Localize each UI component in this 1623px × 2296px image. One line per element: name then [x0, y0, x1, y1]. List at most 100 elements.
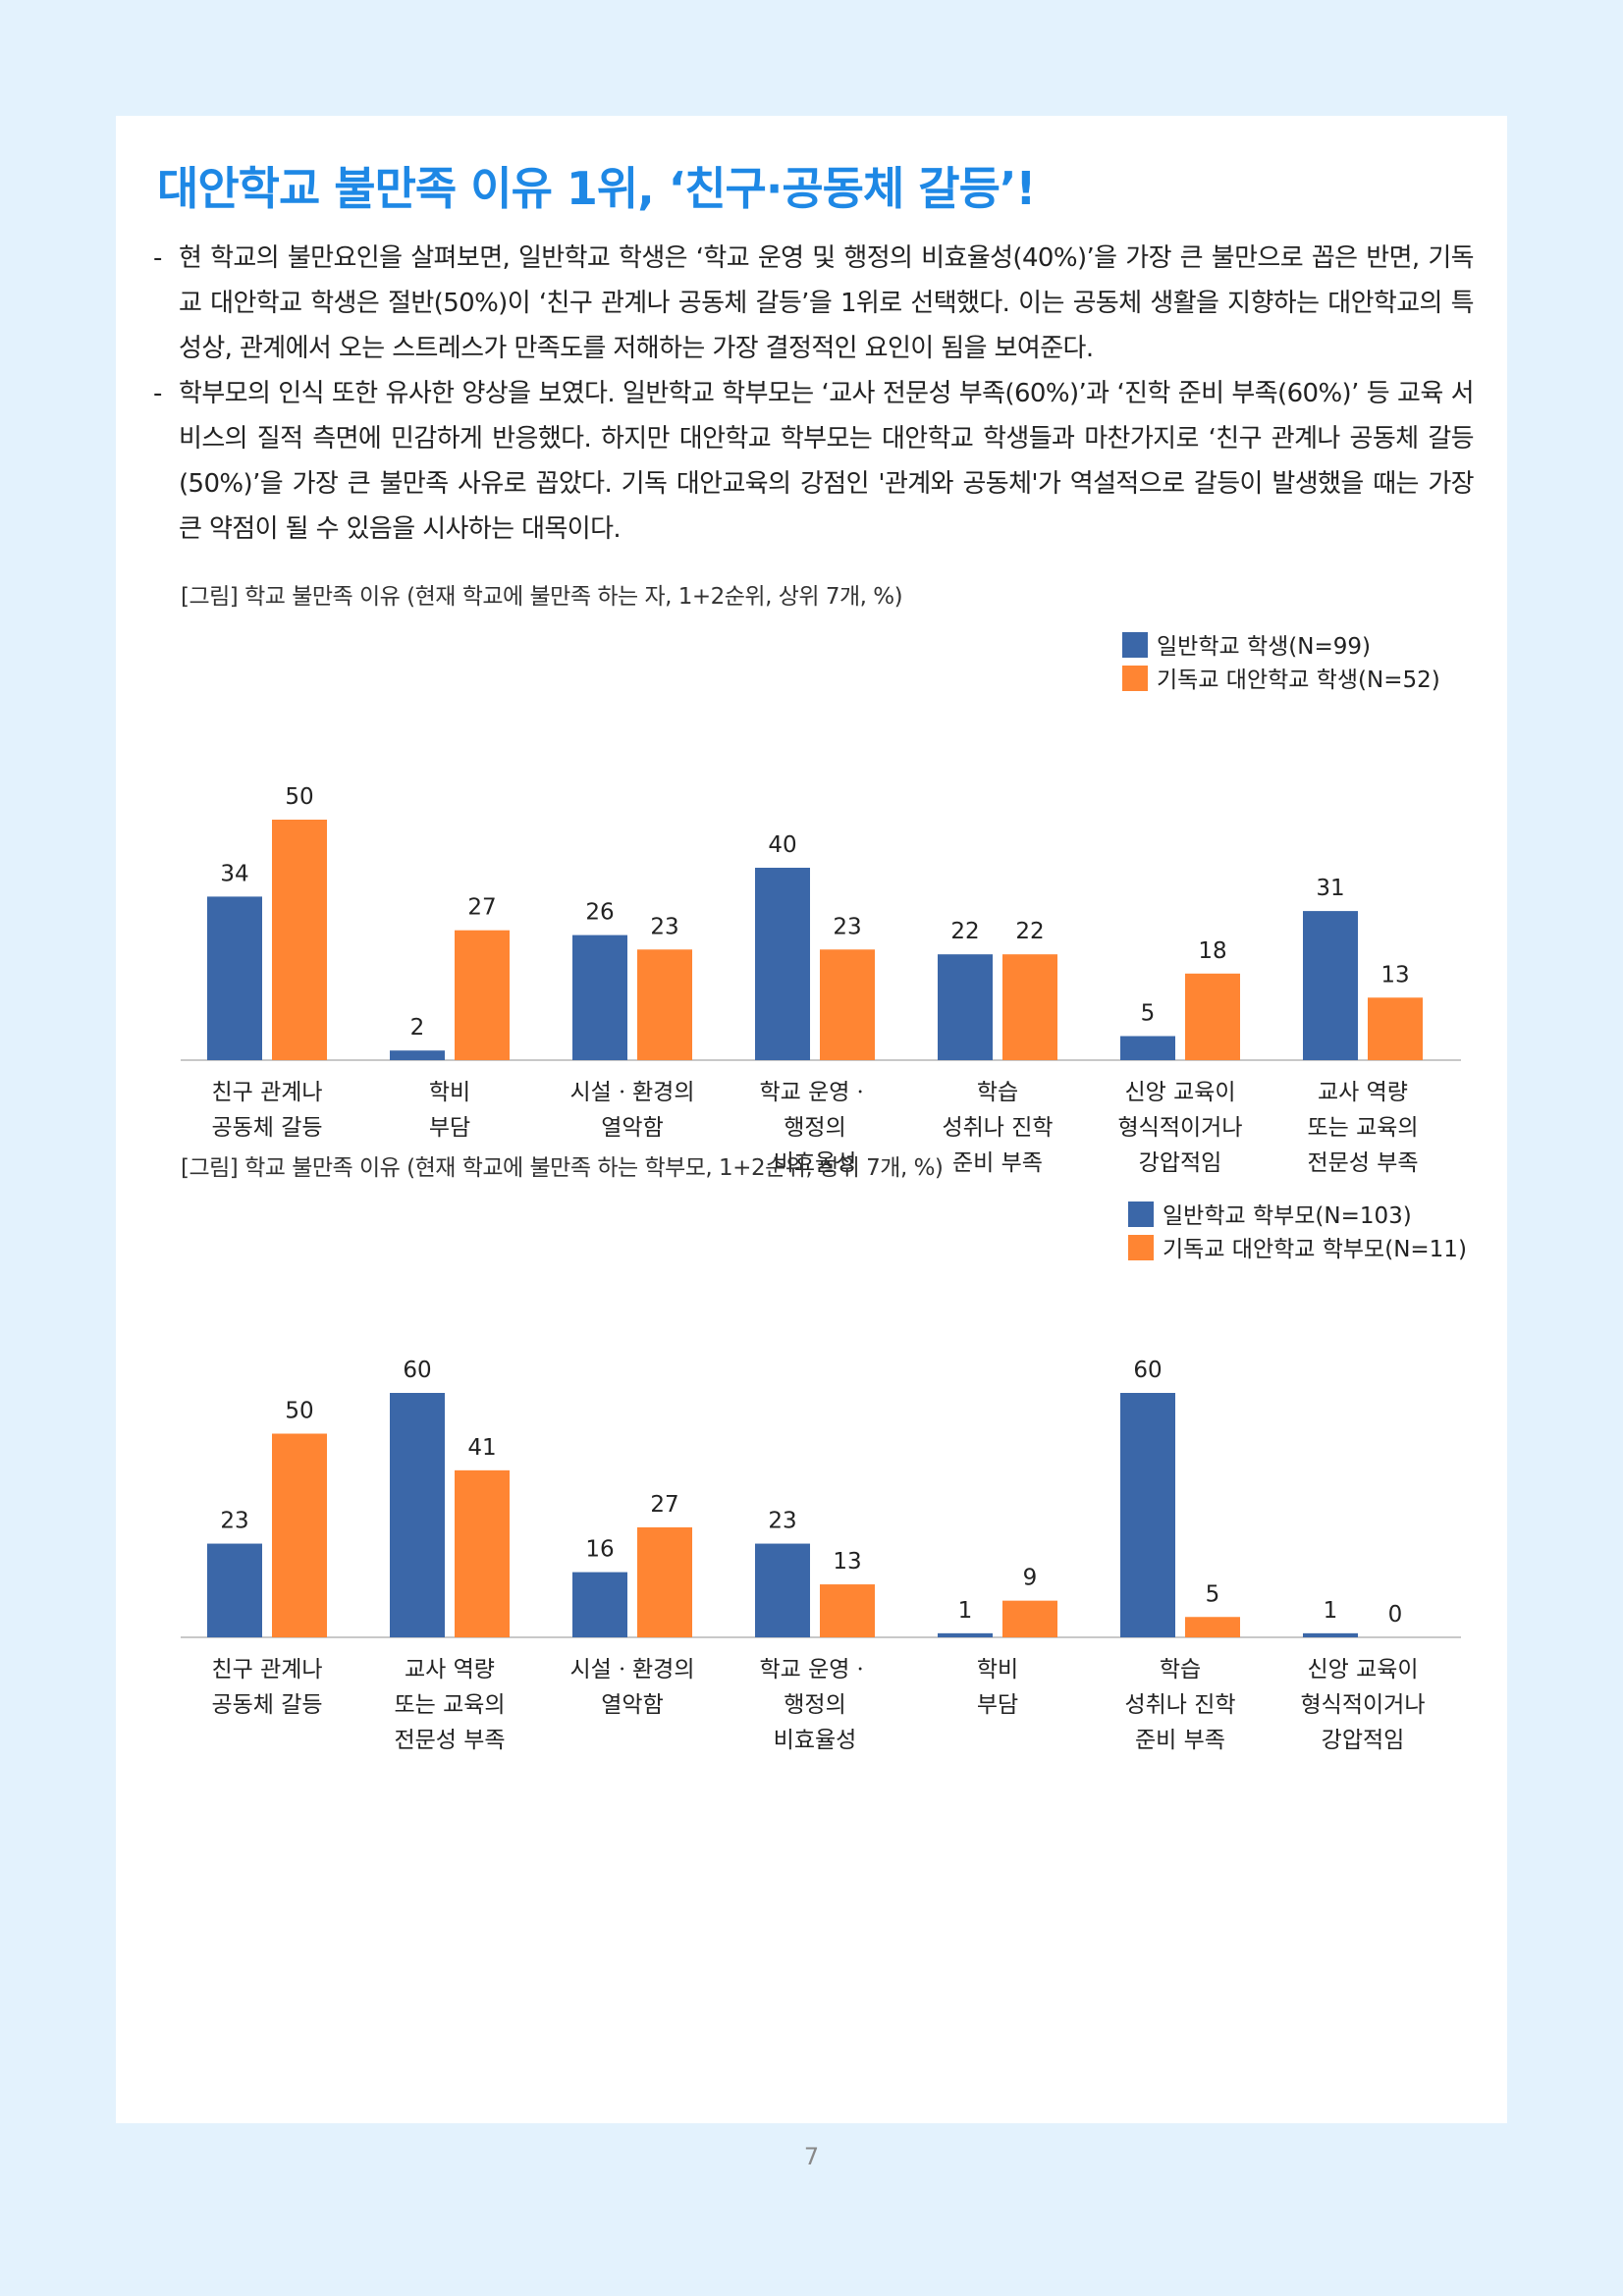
category-label-5: 학습 [977, 1080, 1018, 1105]
bar-6-series-1 [1120, 1036, 1175, 1060]
legend-label-2: 기독교 대안학교 학생(N=52) [1157, 667, 1440, 693]
data-label-6-series-2: 5 [1206, 1581, 1220, 1607]
category-label-6: 성취나 진학 [1124, 1692, 1235, 1718]
legend-swatch-2 [1128, 1235, 1154, 1260]
figure-caption-students: [그림] 학교 불만족 이유 (현재 학교에 불만족 하는 자, 1+2순위, … [181, 584, 903, 610]
legend-label-2: 기독교 대안학교 학부모(N=11) [1163, 1237, 1467, 1262]
legend-swatch-1 [1128, 1201, 1154, 1227]
category-label-4: 학교 운영ㆍ [759, 1080, 870, 1105]
bar-3-series-2 [637, 949, 692, 1060]
bar-5-series-1 [938, 954, 993, 1060]
paragraph-parents: - 학부모의 인식 또한 유사한 양상을 보였다. 일반학교 학부모는 ‘교사 … [153, 371, 1475, 552]
category-label-2: 교사 역량 [405, 1657, 495, 1682]
bar-5-series-1 [938, 1632, 993, 1637]
category-label-6: 형식적이거나 [1118, 1115, 1243, 1141]
bar-7-series-2 [1368, 997, 1423, 1060]
bar-2-series-2 [455, 1469, 510, 1637]
category-label-5: 부담 [977, 1692, 1018, 1718]
bullet-dash: - [153, 379, 163, 408]
bar-1-series-1 [207, 1543, 262, 1637]
category-label-2: 부담 [429, 1115, 470, 1141]
data-label-5-series-1: 22 [950, 919, 979, 944]
data-label-6-series-1: 5 [1141, 1001, 1156, 1027]
bar-2-series-2 [455, 930, 510, 1060]
bar-1-series-2 [272, 1433, 327, 1637]
category-label-3: 시설ㆍ환경의 [570, 1080, 695, 1105]
bar-chart-parents: 일반학교 학부모(N=103)기독교 대안학교 학부모(N=11)2350친구 … [181, 1201, 1467, 1753]
data-label-2-series-2: 41 [467, 1435, 496, 1461]
bar-1-series-2 [272, 820, 327, 1060]
category-label-6: 준비 부족 [1135, 1728, 1225, 1753]
data-label-2-series-2: 27 [467, 895, 496, 921]
category-label-4: 비효율성 [774, 1150, 857, 1176]
bar-4-series-2 [820, 1584, 875, 1637]
bar-6-series-1 [1120, 1393, 1175, 1637]
category-label-4: 학교 운영ㆍ [759, 1657, 870, 1682]
legend: 일반학교 학부모(N=103) 기독교 대안학교 학부모(N=11) [1128, 1201, 1467, 1262]
data-label-1-series-1: 34 [220, 861, 248, 886]
category-label-1: 친구 관계나 [211, 1657, 322, 1682]
data-label-3-series-1: 16 [585, 1537, 614, 1563]
bar-4-series-2 [820, 949, 875, 1060]
paragraph-text: 학부모의 인식 또한 유사한 양상을 보였다. 일반학교 학부모는 ‘교사 전문… [179, 379, 1475, 544]
category-label-6: 학습 [1160, 1657, 1201, 1682]
category-label-7: 또는 교육의 [1307, 1115, 1418, 1141]
page-number: 7 [803, 2143, 820, 2170]
category-label-5: 학비 [977, 1657, 1018, 1682]
bar-3-series-1 [572, 934, 627, 1060]
legend-swatch-2 [1122, 666, 1148, 691]
legend-label-1: 일반학교 학부모(N=103) [1163, 1203, 1412, 1229]
data-label-1-series-2: 50 [285, 1399, 313, 1424]
data-label-3-series-1: 26 [585, 900, 614, 926]
bar-7-series-1 [1303, 1632, 1358, 1637]
data-label-4-series-2: 23 [833, 914, 861, 939]
data-label-4-series-1: 40 [768, 832, 796, 858]
data-label-3-series-2: 27 [650, 1492, 678, 1518]
data-label-7-series-2: 0 [1388, 1602, 1403, 1628]
data-label-1-series-1: 23 [220, 1509, 248, 1534]
data-label-7-series-2: 13 [1380, 962, 1409, 988]
data-label-2-series-1: 2 [410, 1015, 425, 1041]
data-label-7-series-1: 1 [1324, 1598, 1338, 1624]
category-label-1: 공동체 갈등 [211, 1692, 322, 1718]
bar-2-series-1 [390, 1393, 445, 1637]
bar-7-series-1 [1303, 911, 1358, 1060]
bar-4-series-1 [755, 868, 810, 1060]
data-label-7-series-1: 31 [1316, 876, 1344, 901]
category-label-5: 준비 부족 [952, 1150, 1043, 1176]
legend: 일반학교 학생(N=99) 기독교 대안학교 학생(N=52) [1122, 632, 1440, 693]
category-label-3: 열악함 [601, 1115, 663, 1141]
category-label-2: 학비 [429, 1080, 470, 1105]
bar-6-series-2 [1185, 1617, 1240, 1637]
bar-chart-students: 일반학교 학생(N=99) 기독교 대안학교 학생(N=52) 34 50 친구 관계나… [181, 632, 1461, 1176]
page-title: 대안학교 불만족 이유 1위, ‘친구·공동체 갈등’! [157, 162, 1036, 215]
category-label-4: 행정의 [784, 1115, 845, 1141]
data-label-6-series-2: 18 [1198, 938, 1226, 964]
data-label-4-series-1: 23 [768, 1509, 796, 1534]
figure-caption-parents: [그림] 학교 불만족 이유 (현재 학교에 불만족 하는 학부모, 1+2순위… [181, 1155, 944, 1181]
category-label-3: 열악함 [601, 1692, 663, 1718]
bar-5-series-2 [1002, 1600, 1057, 1637]
bar-6-series-2 [1185, 973, 1240, 1060]
category-label-7: 신앙 교육이 [1307, 1657, 1418, 1682]
category-label-2: 전문성 부족 [394, 1728, 505, 1753]
category-label-1: 공동체 갈등 [211, 1115, 322, 1141]
category-label-7: 전문성 부족 [1307, 1150, 1418, 1176]
data-label-5-series-2: 22 [1015, 919, 1044, 944]
category-label-6: 신앙 교육이 [1124, 1080, 1235, 1105]
category-label-2: 또는 교육의 [394, 1692, 505, 1718]
bar-4-series-1 [755, 1543, 810, 1637]
data-label-3-series-2: 23 [650, 914, 678, 939]
category-label-3: 시설ㆍ환경의 [570, 1657, 695, 1682]
data-label-6-series-1: 60 [1133, 1358, 1162, 1383]
bar-3-series-2 [637, 1526, 692, 1637]
legend-label-1: 일반학교 학생(N=99) [1157, 634, 1371, 660]
category-label-7: 형식적이거나 [1301, 1692, 1426, 1718]
category-label-4: 행정의 [784, 1692, 845, 1718]
data-label-4-series-2: 13 [833, 1549, 861, 1575]
data-label-1-series-2: 50 [285, 784, 313, 810]
category-label-7: 강압적임 [1322, 1728, 1405, 1753]
legend-swatch-1 [1122, 632, 1148, 658]
bar-2-series-1 [390, 1050, 445, 1060]
category-label-5: 성취나 진학 [942, 1115, 1053, 1141]
